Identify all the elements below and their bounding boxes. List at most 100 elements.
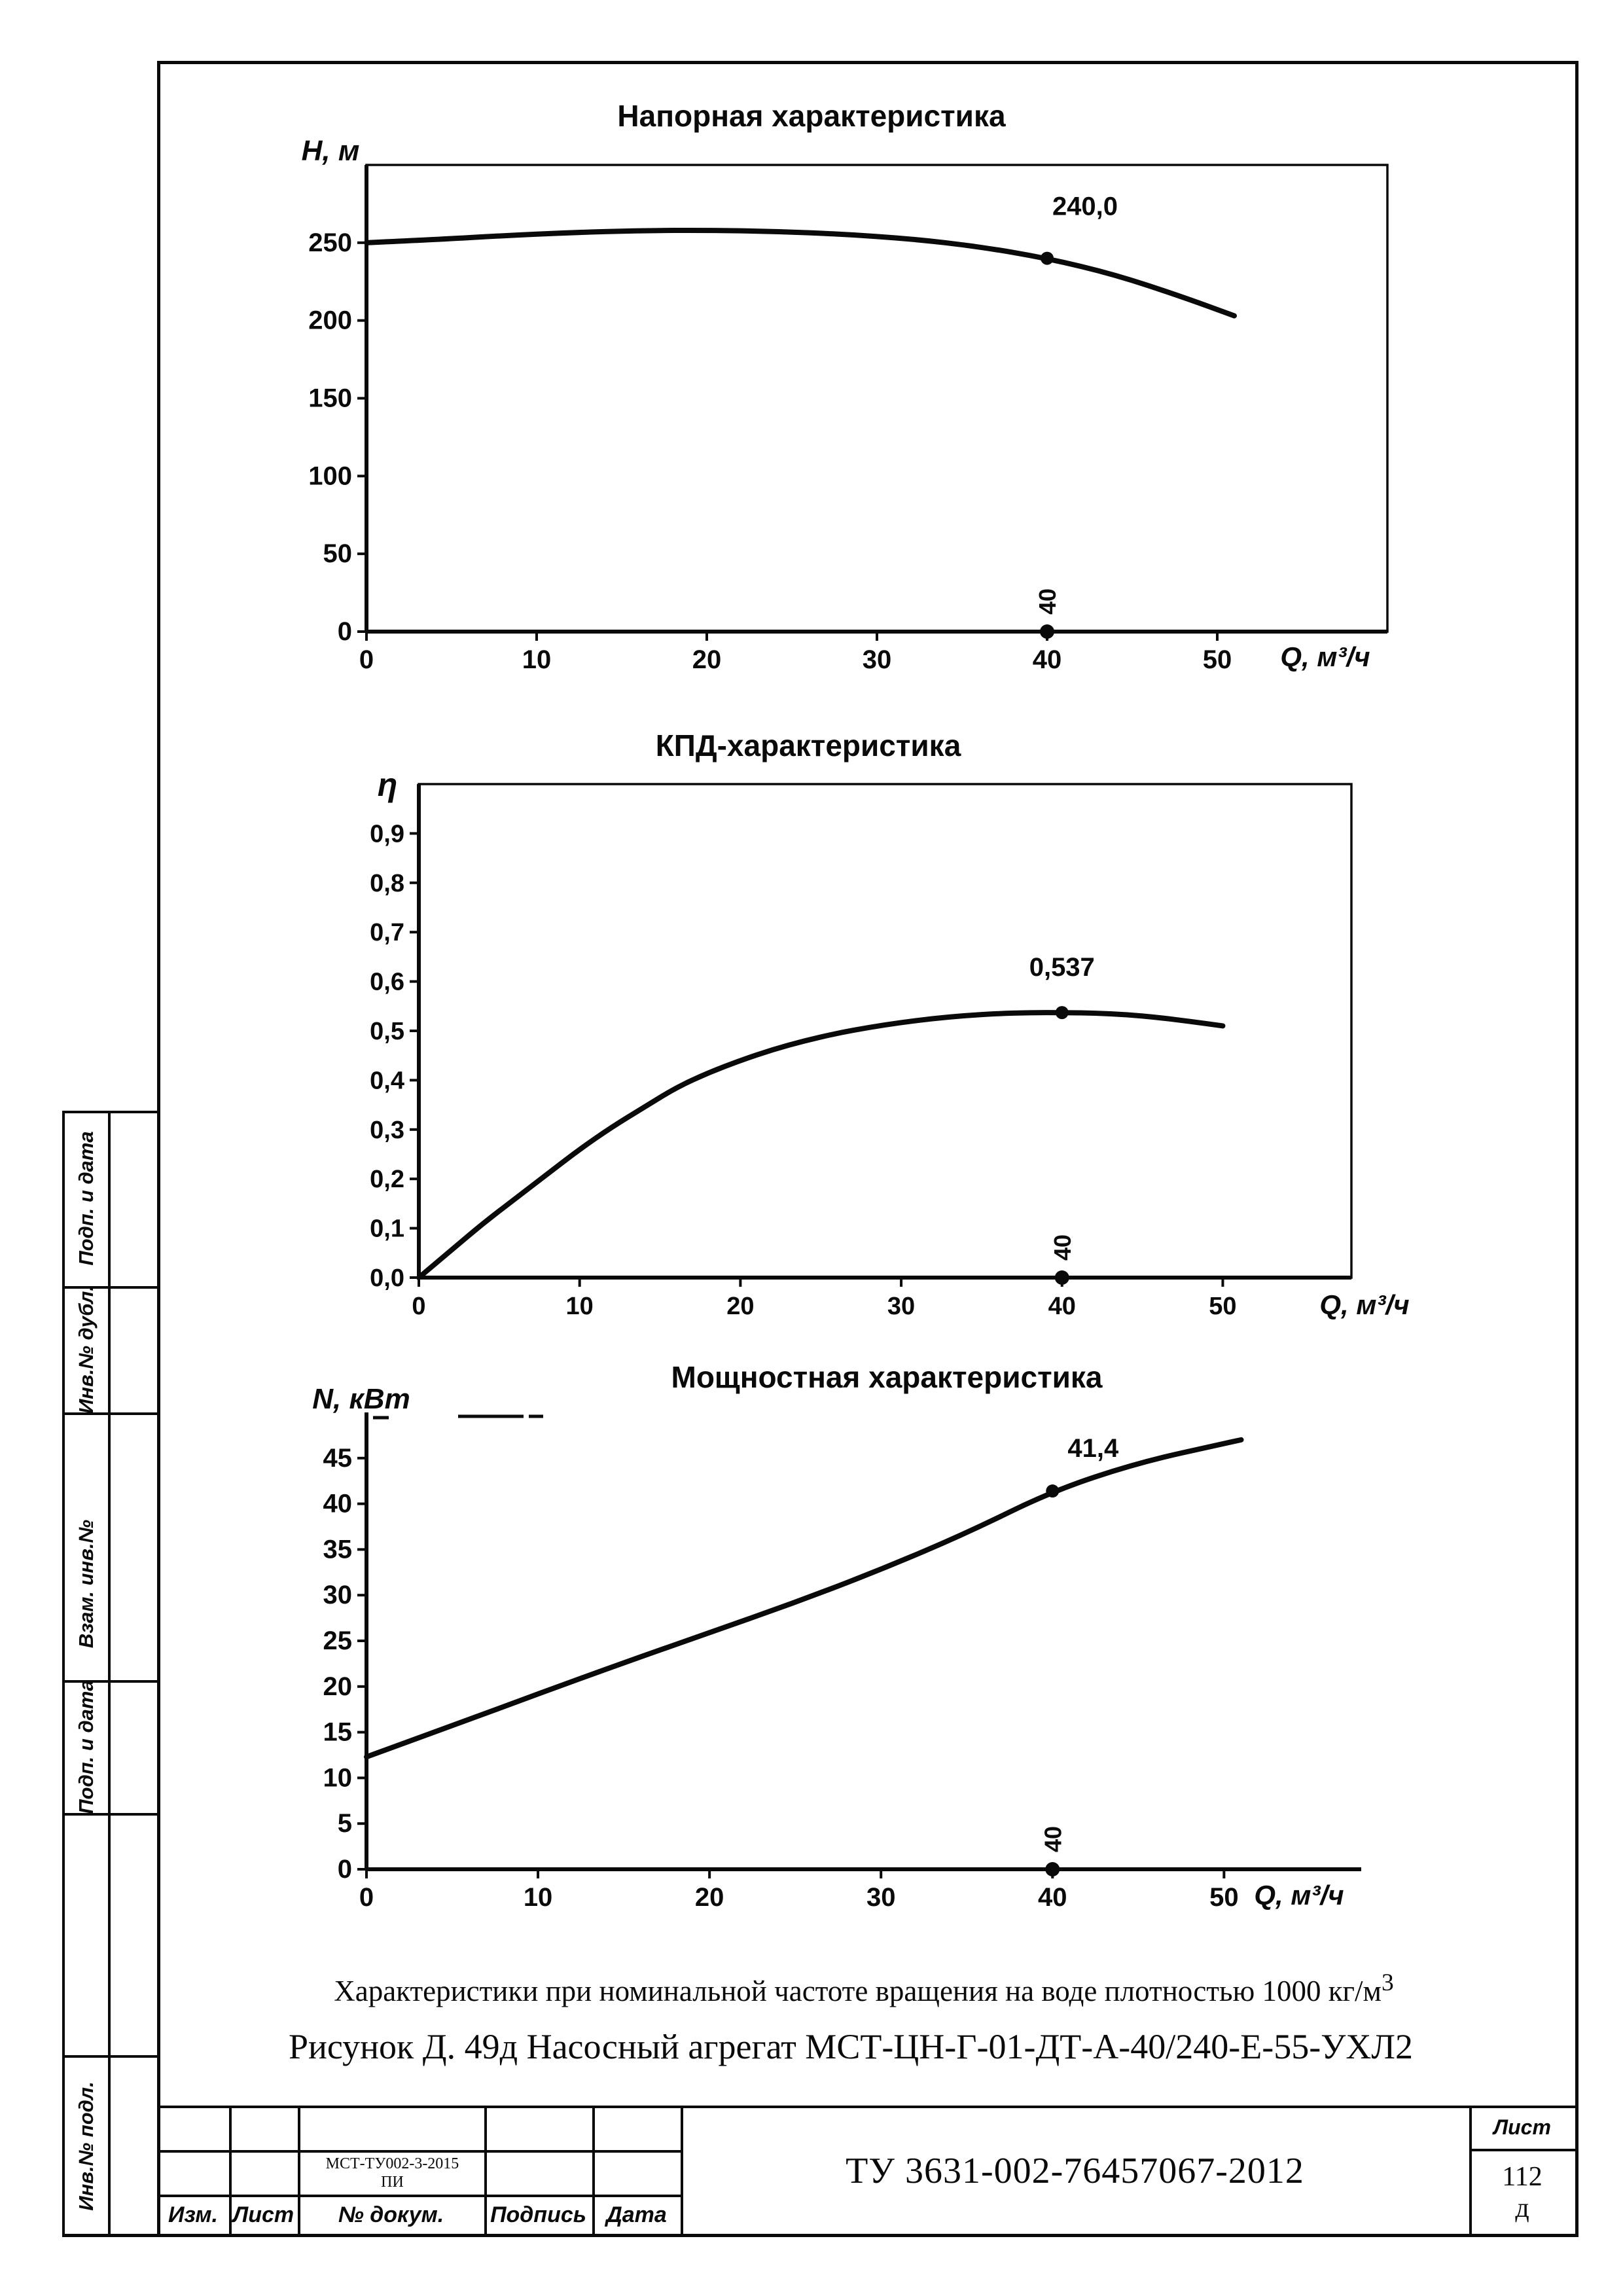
margin-label-podp-i-data-1: Подп. и дата	[75, 1131, 98, 1266]
y-tick-label: 50	[323, 539, 353, 568]
titleblock-header-podpis: Подпись	[490, 2202, 586, 2227]
data-point-label: 240,0	[1052, 192, 1118, 221]
y-tick-label: 100	[308, 461, 352, 490]
titleblock-row-line	[157, 2150, 681, 2153]
x-axis-label: Q, м³/ч	[1319, 1289, 1409, 1321]
y-axis-label: H, м	[302, 135, 360, 167]
titleblock-col-line	[681, 2106, 683, 2236]
x-tick-label: 30	[866, 1883, 896, 1912]
sheet-suffix: д	[1515, 2193, 1529, 2223]
titleblock-header-izm: Изм.	[168, 2202, 218, 2227]
y-tick-label: 0,8	[370, 870, 404, 897]
caption-superscript: 3	[1382, 1969, 1394, 1996]
frame-bottom	[62, 2234, 1578, 2237]
x-tick-label: 20	[726, 1293, 754, 1320]
y-tick-label: 15	[323, 1718, 353, 1747]
margin-label-vzam-inv-no: Взам. инв.№	[75, 1519, 98, 1649]
caption-text: Характеристики при номинальной частоте в…	[334, 1975, 1382, 2007]
document-number-line1: МСТ-ТУ002-3-2015	[325, 2155, 459, 2172]
margin-label-inv-no-dubl: Инв.№ дубл.	[75, 1285, 98, 1414]
chart-title: Напорная характеристика	[617, 99, 1006, 133]
titleblock-sheet-row-line	[1469, 2149, 1575, 2151]
titleblock-header-data: Дата	[606, 2202, 667, 2227]
axis-point-label: 40	[1049, 1234, 1076, 1261]
chart-title: КПД-характеристика	[656, 728, 961, 762]
margin-row-line	[62, 1412, 160, 1415]
margin-row-line	[62, 1111, 160, 1113]
axis-point-label: 40	[1039, 1826, 1066, 1852]
y-tick-label: 0	[338, 1855, 352, 1884]
x-tick-label: 0	[359, 645, 374, 674]
document-number-cell: МСТ-ТУ002-3-2015 ПИ	[300, 2151, 484, 2195]
y-tick-label: 200	[308, 306, 352, 335]
data-point-label: 0,537	[1029, 953, 1095, 982]
margin-row-line	[62, 2055, 160, 2058]
sheet-header: Лист	[1493, 2115, 1551, 2139]
y-tick-label: 0,6	[370, 969, 404, 996]
y-tick-label: 10	[323, 1763, 353, 1792]
x-tick-label: 50	[1209, 1883, 1239, 1912]
x-tick-label: 30	[887, 1293, 915, 1320]
axis-point-marker	[1054, 1270, 1069, 1285]
y-axis-label: η	[378, 766, 398, 803]
titleblock-col-line	[484, 2106, 487, 2236]
y-tick-label: 40	[323, 1490, 353, 1518]
document-code: ТУ 3631-002-76457067-2012	[846, 2151, 1304, 2191]
titleblock-col-line	[592, 2106, 595, 2236]
curve	[364, 1437, 1244, 1760]
sheet-number: 112	[1502, 2162, 1543, 2192]
y-tick-label: 250	[308, 228, 352, 257]
plot-frame	[418, 783, 1353, 1279]
data-point-label: 41,4	[1067, 1434, 1119, 1463]
y-tick-label: 30	[323, 1581, 353, 1609]
titleblock-header-no-dokum: № докум.	[338, 2202, 444, 2227]
x-tick-label: 40	[1048, 1293, 1076, 1320]
margin-row-line	[62, 1286, 160, 1289]
titleblock-col-line	[1469, 2106, 1472, 2236]
y-tick-label: 0	[338, 617, 352, 646]
chart-1: 0 10 20 30 40 50 0 50 100 150 200 250 Напорная харак…	[302, 99, 1389, 674]
x-tick-label: 40	[1033, 645, 1062, 674]
y-tick-label: 25	[323, 1626, 353, 1655]
data-point-marker	[1055, 1006, 1069, 1020]
margin-row-line	[62, 1813, 160, 1816]
y-tick-label: 0,7	[370, 919, 404, 946]
titleblock-top-line	[157, 2106, 1578, 2108]
margin-col-line-outer	[62, 1111, 65, 2236]
x-tick-label: 0	[359, 1883, 374, 1912]
x-tick-label: 50	[1203, 645, 1232, 674]
margin-label-podp-i-data-2: Подп. и дата	[75, 1679, 98, 1814]
y-tick-label: 0,0	[370, 1265, 404, 1292]
x-tick-label: 10	[524, 1883, 553, 1912]
data-point-marker	[1041, 251, 1054, 265]
chart-2: 0 10 20 30 40 50 0,0 0,1 0,2 0,3 0,4 0,5 0,6 0,7 0,8 0,…	[370, 728, 1409, 1321]
titleblock-col-line	[298, 2106, 300, 2236]
frame-right	[1575, 61, 1578, 2236]
y-axis-label: N, кВт	[312, 1383, 410, 1415]
axis-point-marker	[1040, 624, 1054, 639]
x-axis-label: Q, м³/ч	[1280, 641, 1370, 673]
curve	[364, 228, 1237, 319]
chart-caption: Характеристики при номинальной частоте в…	[209, 1969, 1518, 2008]
axis-point-marker	[1045, 1862, 1060, 1876]
frame-left	[157, 61, 160, 2236]
sheet-number-cell: 112 д	[1472, 2151, 1573, 2234]
x-tick-label: 40	[1038, 1883, 1067, 1912]
y-tick-label: 0,2	[370, 1166, 404, 1193]
margin-label-inv-no-podl: Инв.№ подл.	[75, 2081, 98, 2211]
x-tick-label: 10	[522, 645, 552, 674]
y-tick-label: 0,4	[370, 1067, 404, 1094]
figure-label: Рисунок Д. 49д Насосный агрегат МСТ-ЦН-Г…	[288, 2027, 1414, 2066]
y-tick-label: 0,5	[370, 1018, 404, 1045]
x-tick-label: 20	[692, 645, 722, 674]
y-tick-label: 150	[308, 384, 352, 413]
axis-point-label: 40	[1034, 588, 1061, 615]
margin-row-line	[62, 1680, 160, 1683]
y-tick-label: 20	[323, 1672, 353, 1701]
y-tick-label: 5	[338, 1809, 352, 1838]
chart-3: 0 10 20 30 40 50 0 5 10 15 20 25 30 35 40 45 Мощностная …	[312, 1360, 1361, 1912]
x-tick-label: 0	[412, 1293, 425, 1320]
margin-col-line-inner	[108, 1111, 111, 2236]
y-tick-label: 0,3	[370, 1117, 404, 1144]
